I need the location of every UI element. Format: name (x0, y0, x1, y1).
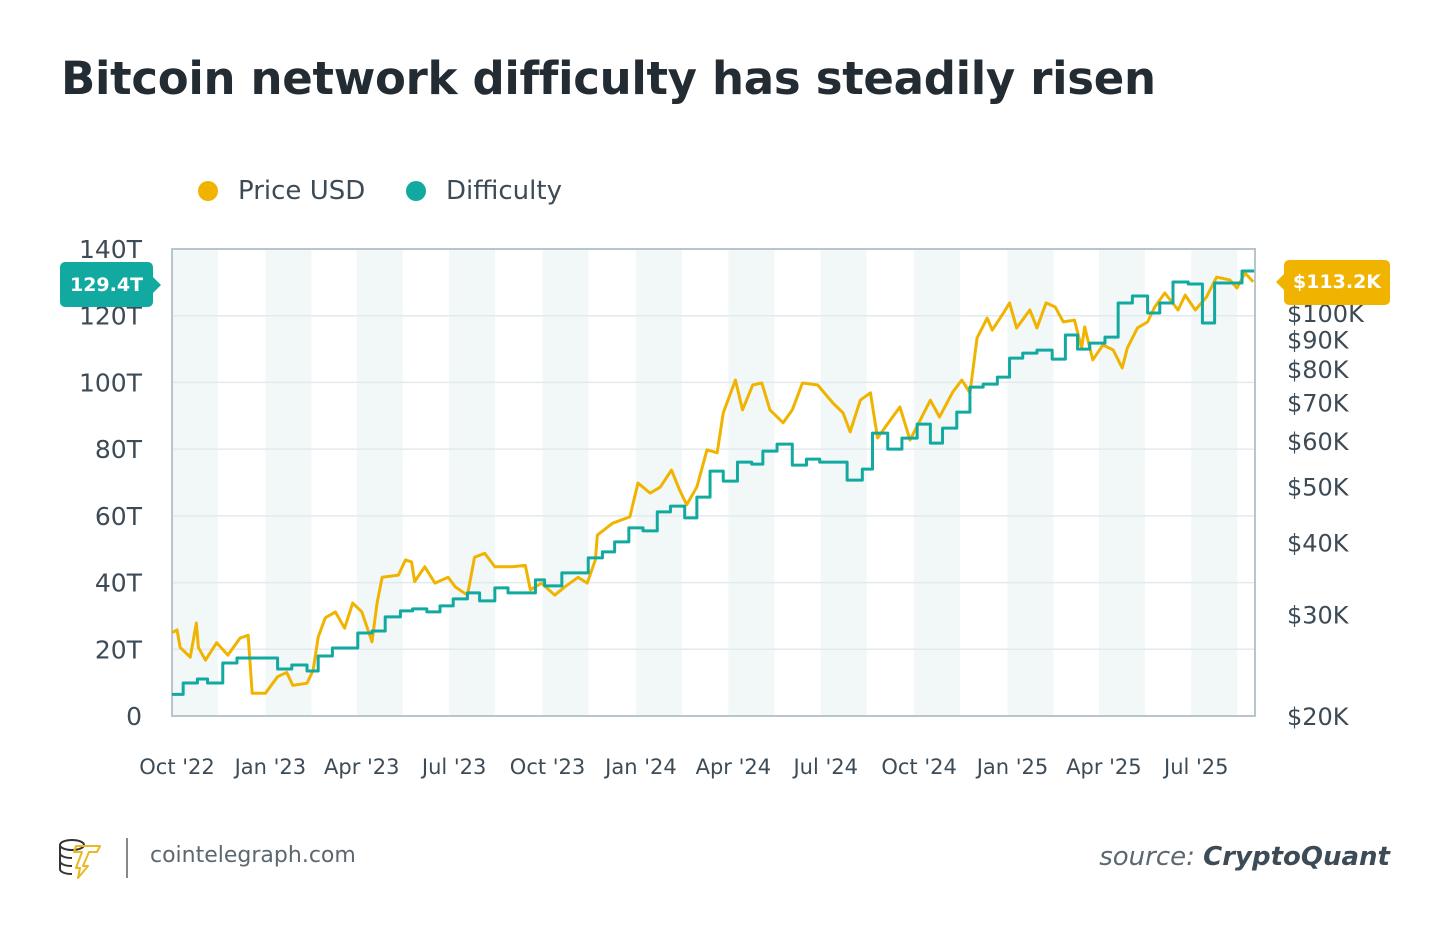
x-tick-label: Apr '23 (324, 755, 400, 779)
y-right-tick-label: $60K (1287, 428, 1350, 456)
source-prefix: source: (1099, 842, 1195, 872)
quarter-band (1191, 249, 1238, 716)
x-tick-label: Jul '25 (1162, 755, 1229, 779)
quarter-band (542, 249, 589, 716)
y-right-tick-label: $30K (1287, 601, 1350, 629)
x-tick-label: Apr '24 (696, 755, 772, 779)
price-legend-dot-icon (198, 181, 218, 201)
quarter-band (820, 249, 867, 716)
source-name: CryptoQuant (1203, 842, 1390, 872)
difficulty-line (172, 269, 1255, 696)
price-line (171, 271, 1255, 695)
y-left-tick-label: 20T (95, 635, 143, 664)
x-tick-label: Oct '24 (881, 755, 956, 779)
x-tick-label: Jan '25 (975, 755, 1049, 779)
quarter-band (265, 249, 312, 716)
x-tick-label: Jan '24 (603, 755, 677, 779)
difficulty-latest-tooltip: 129.4T (60, 262, 161, 308)
difficulty-legend-dot-icon (406, 181, 426, 201)
footer-divider (126, 838, 128, 878)
x-tick-label: Oct '22 (139, 755, 214, 779)
y-right-tick-label: $20K (1287, 703, 1350, 731)
legend-item-difficulty[interactable]: Difficulty (406, 176, 562, 206)
y-right-tick-label: $50K (1287, 474, 1350, 502)
legend-label-difficulty: Difficulty (446, 176, 562, 206)
cointelegraph-logo-icon (59, 839, 101, 879)
y-left-tick-label: 80T (95, 435, 143, 464)
y-right-tick-label: $70K (1287, 389, 1350, 417)
y-left-tick-label: 60T (95, 502, 143, 531)
price-latest-tooltip: $113.2K (1276, 259, 1390, 305)
y-right-tick-label: $80K (1287, 356, 1350, 384)
quarter-band (356, 249, 403, 716)
quarter-band (914, 249, 961, 716)
x-tick-label: Oct '23 (510, 755, 585, 779)
x-tick-label: Jul '23 (420, 755, 487, 779)
y-right-tick-label: $90K (1287, 326, 1350, 354)
quarter-band (449, 249, 496, 716)
site-name: cointelegraph.com (150, 843, 356, 868)
x-tick-label: Apr '25 (1066, 755, 1142, 779)
x-tick-label: Jul '24 (791, 755, 858, 779)
quarter-band (635, 249, 682, 716)
y-left-tick-label: 140T (79, 235, 143, 264)
y-left-tick-label: 40T (95, 569, 143, 598)
plot-frame (171, 248, 1256, 717)
y-right-tick-label: $40K (1287, 529, 1350, 557)
legend-label-price: Price USD (238, 176, 366, 206)
y-left-tick-label: 100T (79, 368, 143, 397)
y-left-tick-label: 0 (126, 702, 142, 731)
legend-item-price[interactable]: Price USD (198, 176, 365, 206)
chart-title: Bitcoin network difficulty has steadily … (61, 52, 1156, 105)
quarter-band (1098, 249, 1145, 716)
source-credit: source: CryptoQuant (1099, 842, 1390, 872)
x-tick-label: Jan '23 (233, 755, 307, 779)
